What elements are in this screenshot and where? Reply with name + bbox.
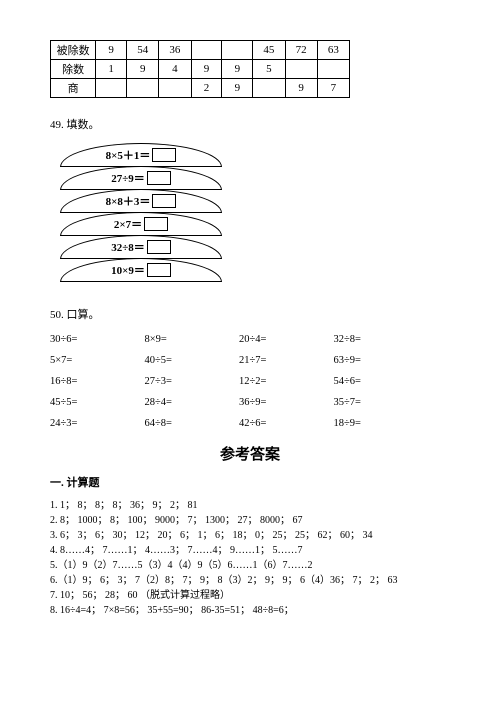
answer-box[interactable]: [152, 148, 176, 162]
cell: 4: [159, 60, 191, 79]
cell: 9: [127, 60, 159, 79]
cell: [222, 41, 253, 60]
calc-item: 40÷5=: [145, 355, 222, 366]
question-50-label: 50. 口算。: [50, 306, 450, 322]
section-1-header: 一. 计算题: [50, 474, 450, 490]
leaf-item: 27÷9＝: [60, 166, 222, 190]
leaf-stack: 8×5＋1＝ 27÷9＝ 8×8＋3＝ 2×7＝ 32÷8＝ 10×9＝: [60, 143, 450, 282]
answer-line: 3. 6； 3； 6； 30； 12； 20； 6； 1； 6； 18； 0； …: [50, 528, 450, 543]
answer-line: 4. 8……4； 7……1； 4……3； 7……4； 9……1； 5……7: [50, 543, 450, 558]
cell: [191, 41, 222, 60]
calc-item: 27÷3=: [145, 376, 222, 387]
cell: 1: [96, 60, 127, 79]
calc-item: 18÷9=: [334, 418, 411, 429]
answers-title: 参考答案: [50, 443, 450, 464]
calc-item: 24÷3=: [50, 418, 127, 429]
leaf-item: 8×5＋1＝: [60, 143, 222, 167]
answer-box[interactable]: [144, 217, 168, 231]
calc-item: 32÷8=: [334, 334, 411, 345]
cell: [317, 60, 349, 79]
calc-item: 20÷4=: [239, 334, 316, 345]
leaf-expr: 2×7＝: [114, 216, 142, 232]
cell: [253, 79, 285, 98]
calc-item: 30÷6=: [50, 334, 127, 345]
cell: [159, 79, 191, 98]
answer-box[interactable]: [147, 240, 171, 254]
leaf-item: 10×9＝: [60, 258, 222, 282]
mental-calc-grid: 30÷6= 8×9= 20÷4= 32÷8= 5×7= 40÷5= 21÷7= …: [50, 334, 410, 429]
answer-line: 2. 8； 1000； 8； 100； 9000； 7； 1300； 27； 8…: [50, 513, 450, 528]
calc-item: 36÷9=: [239, 397, 316, 408]
answer-line: 1. 1； 8； 8； 8； 36； 9； 2； 81: [50, 498, 450, 513]
calc-item: 5×7=: [50, 355, 127, 366]
calc-item: 16÷8=: [50, 376, 127, 387]
calc-item: 35÷7=: [334, 397, 411, 408]
leaf-expr: 32÷8＝: [111, 239, 145, 255]
division-table: 被除数 9 54 36 45 72 63 除数 1 9 4 9 9 5 商 2 …: [50, 40, 350, 98]
calc-item: 8×9=: [145, 334, 222, 345]
question-49-label: 49. 填数。: [50, 116, 450, 132]
cell: [127, 79, 159, 98]
leaf-expr: 8×5＋1＝: [106, 147, 151, 163]
cell: [285, 60, 317, 79]
answers-block: 1. 1； 8； 8； 8； 36； 9； 2； 81 2. 8； 1000； …: [50, 498, 450, 618]
calc-item: 21÷7=: [239, 355, 316, 366]
answer-line: 6.（1）9； 6； 3； 7（2）8； 7； 9； 8（3）2； 9； 9； …: [50, 573, 450, 588]
answer-line: 5.（1）9（2）7……5（3）4（4）9（5）6……1（6）7……2: [50, 558, 450, 573]
calc-item: 54÷6=: [334, 376, 411, 387]
cell: 9: [191, 60, 222, 79]
cell: 63: [317, 41, 349, 60]
calc-item: 45÷5=: [50, 397, 127, 408]
calc-item: 63÷9=: [334, 355, 411, 366]
cell: 54: [127, 41, 159, 60]
cell: 45: [253, 41, 285, 60]
leaf-expr: 10×9＝: [111, 262, 145, 278]
leaf-item: 8×8＋3＝: [60, 189, 222, 213]
answer-box[interactable]: [152, 194, 176, 208]
cell: 5: [253, 60, 285, 79]
answer-line: 8. 16÷4=4； 7×8=56； 35+55=90； 86-35=51； 4…: [50, 603, 450, 618]
cell: 7: [317, 79, 349, 98]
answer-box[interactable]: [147, 263, 171, 277]
cell: 9: [285, 79, 317, 98]
leaf-item: 32÷8＝: [60, 235, 222, 259]
row-label: 被除数: [51, 41, 96, 60]
row-label: 商: [51, 79, 96, 98]
answer-box[interactable]: [147, 171, 171, 185]
cell: [96, 79, 127, 98]
leaf-item: 2×7＝: [60, 212, 222, 236]
answer-line: 7. 10； 56； 28； 60 （脱式计算过程略）: [50, 588, 450, 603]
row-label: 除数: [51, 60, 96, 79]
cell: 9: [96, 41, 127, 60]
cell: 9: [222, 79, 253, 98]
cell: 9: [222, 60, 253, 79]
leaf-expr: 8×8＋3＝: [106, 193, 151, 209]
calc-item: 28÷4=: [145, 397, 222, 408]
cell: 36: [159, 41, 191, 60]
calc-item: 64÷8=: [145, 418, 222, 429]
calc-item: 12÷2=: [239, 376, 316, 387]
cell: 72: [285, 41, 317, 60]
calc-item: 42÷6=: [239, 418, 316, 429]
leaf-expr: 27÷9＝: [111, 170, 145, 186]
cell: 2: [191, 79, 222, 98]
